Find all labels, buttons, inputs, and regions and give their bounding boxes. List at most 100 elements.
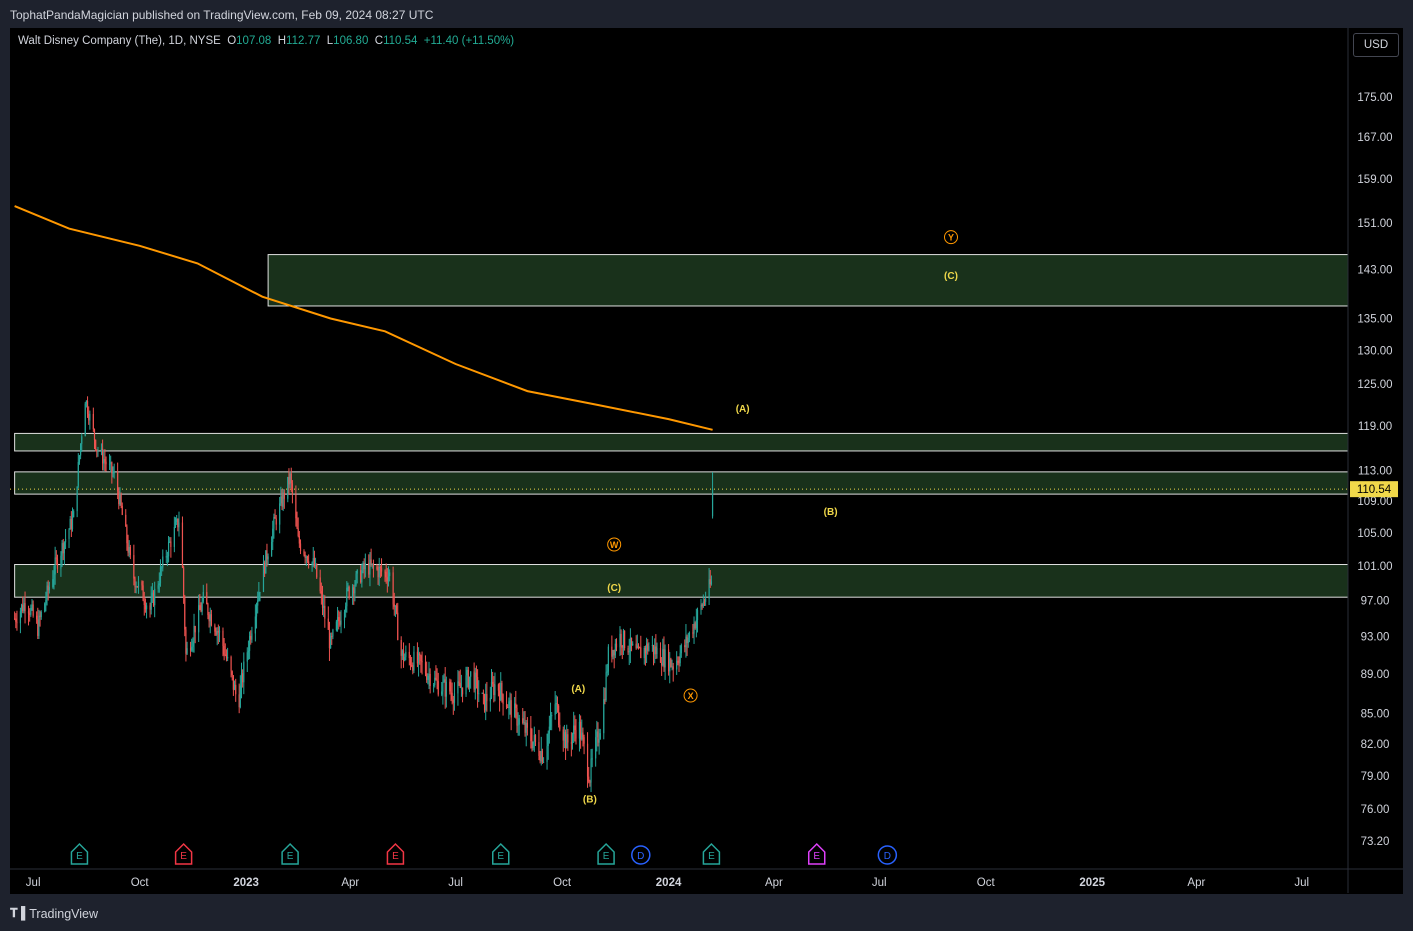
candle-body [400,640,402,656]
candle-body [46,585,48,601]
earnings-marker-icon[interactable]: E [281,842,299,865]
wave-labels-layer: (A) (B) (C) W X (A) (B) (C) Y [571,230,958,805]
candle-body [32,604,34,616]
candle-body [595,737,597,759]
candle-body [475,672,478,678]
event-marker-letter: E [497,851,504,862]
change-value: +11.40 (+11.50%) [423,35,515,47]
earnings-marker-icon[interactable]: E [174,842,193,865]
candle-body [149,605,151,610]
candle-body [55,557,57,559]
chart-pane[interactable] [10,28,1403,894]
candle-body [356,570,358,574]
dividend-marker-icon[interactable]: D [877,845,898,865]
symbol-name: Walt Disney Company (The), 1D, NYSE [18,35,221,47]
candle-body [364,562,366,570]
candle-body [643,647,645,659]
candle-body [705,598,707,602]
candle-body [324,605,326,619]
candle-body [680,645,682,654]
candle-body [209,614,211,622]
zone-box [14,564,1349,598]
candle-body [412,665,414,671]
candle-body [68,529,70,539]
candle-body [112,473,114,475]
earnings-marker-icon[interactable]: E [597,842,615,865]
earnings-marker-icon[interactable]: E [807,842,826,865]
candle-body [685,636,687,648]
candle-body [655,646,657,655]
candle-body [385,571,387,578]
dividend-marker-icon[interactable]: D [631,845,651,865]
candle-body [80,443,82,456]
candle-body [465,675,467,695]
candle-body [48,587,50,591]
event-marker-letter: E [813,851,820,862]
candle-body [113,471,115,474]
candle-body [523,722,525,724]
candle-body [606,671,608,673]
event-marker-letter: E [180,851,187,862]
candle-body [162,556,164,568]
candle-body [154,588,156,606]
candle-body [644,647,647,654]
ma-layer [14,205,713,431]
earnings-marker-shape [597,842,615,865]
candle-body [688,632,691,638]
price-tick-label: 76.00 [1361,804,1390,816]
currency-button[interactable]: USD [1353,33,1399,57]
price-tick-label: 175.00 [1357,92,1392,104]
candle-body [684,645,686,648]
earnings-marker-icon[interactable]: E [70,842,89,865]
candle-body [126,526,128,544]
price-tick-label: 97.00 [1361,596,1390,608]
candle-body [635,643,637,649]
candle-body [312,558,314,563]
candle-body [701,604,703,607]
candle-body [52,579,54,588]
candle-body [120,494,122,506]
candle-body [239,685,241,708]
candle-body [376,567,378,569]
price-tick-label: 143.00 [1357,264,1392,276]
candle-body [581,732,583,740]
candle-body [299,543,302,552]
candle-body [290,473,292,484]
candle-body [615,643,618,648]
candle-body [485,693,487,711]
candle-body [323,605,325,608]
candle-body [89,413,91,421]
candle-body [298,536,300,544]
earnings-marker-shape [702,842,721,865]
candle-body [77,461,79,487]
price-tick-label: 89.00 [1361,669,1390,681]
time-tick-label: 2024 [656,877,682,889]
last-price-tag [1350,481,1398,498]
candle-body [202,592,204,602]
candle-body [514,703,516,718]
candle-body [696,610,699,621]
candle-body [262,562,265,592]
time-tick-label: Apr [341,877,359,889]
earnings-marker-icon[interactable]: E [492,842,510,865]
candle-body [522,718,524,723]
candle-body [189,648,192,651]
candle-body [434,677,436,685]
candle-body [637,645,640,648]
candle-body [679,653,681,664]
candle-body [542,761,545,763]
candle-body [192,641,194,647]
earnings-marker-icon[interactable]: E [386,842,405,865]
candle-body [145,605,148,610]
candle-body [161,567,163,569]
candle-body [100,448,103,451]
tradingview-logo[interactable]: 𝐓▐ TradingView [10,906,98,921]
candle-body [121,505,123,515]
candle-body [308,561,310,565]
earnings-marker-icon[interactable]: E [702,842,721,865]
candle-body [580,721,582,740]
candle-body [433,684,435,687]
candle-body [669,658,671,672]
